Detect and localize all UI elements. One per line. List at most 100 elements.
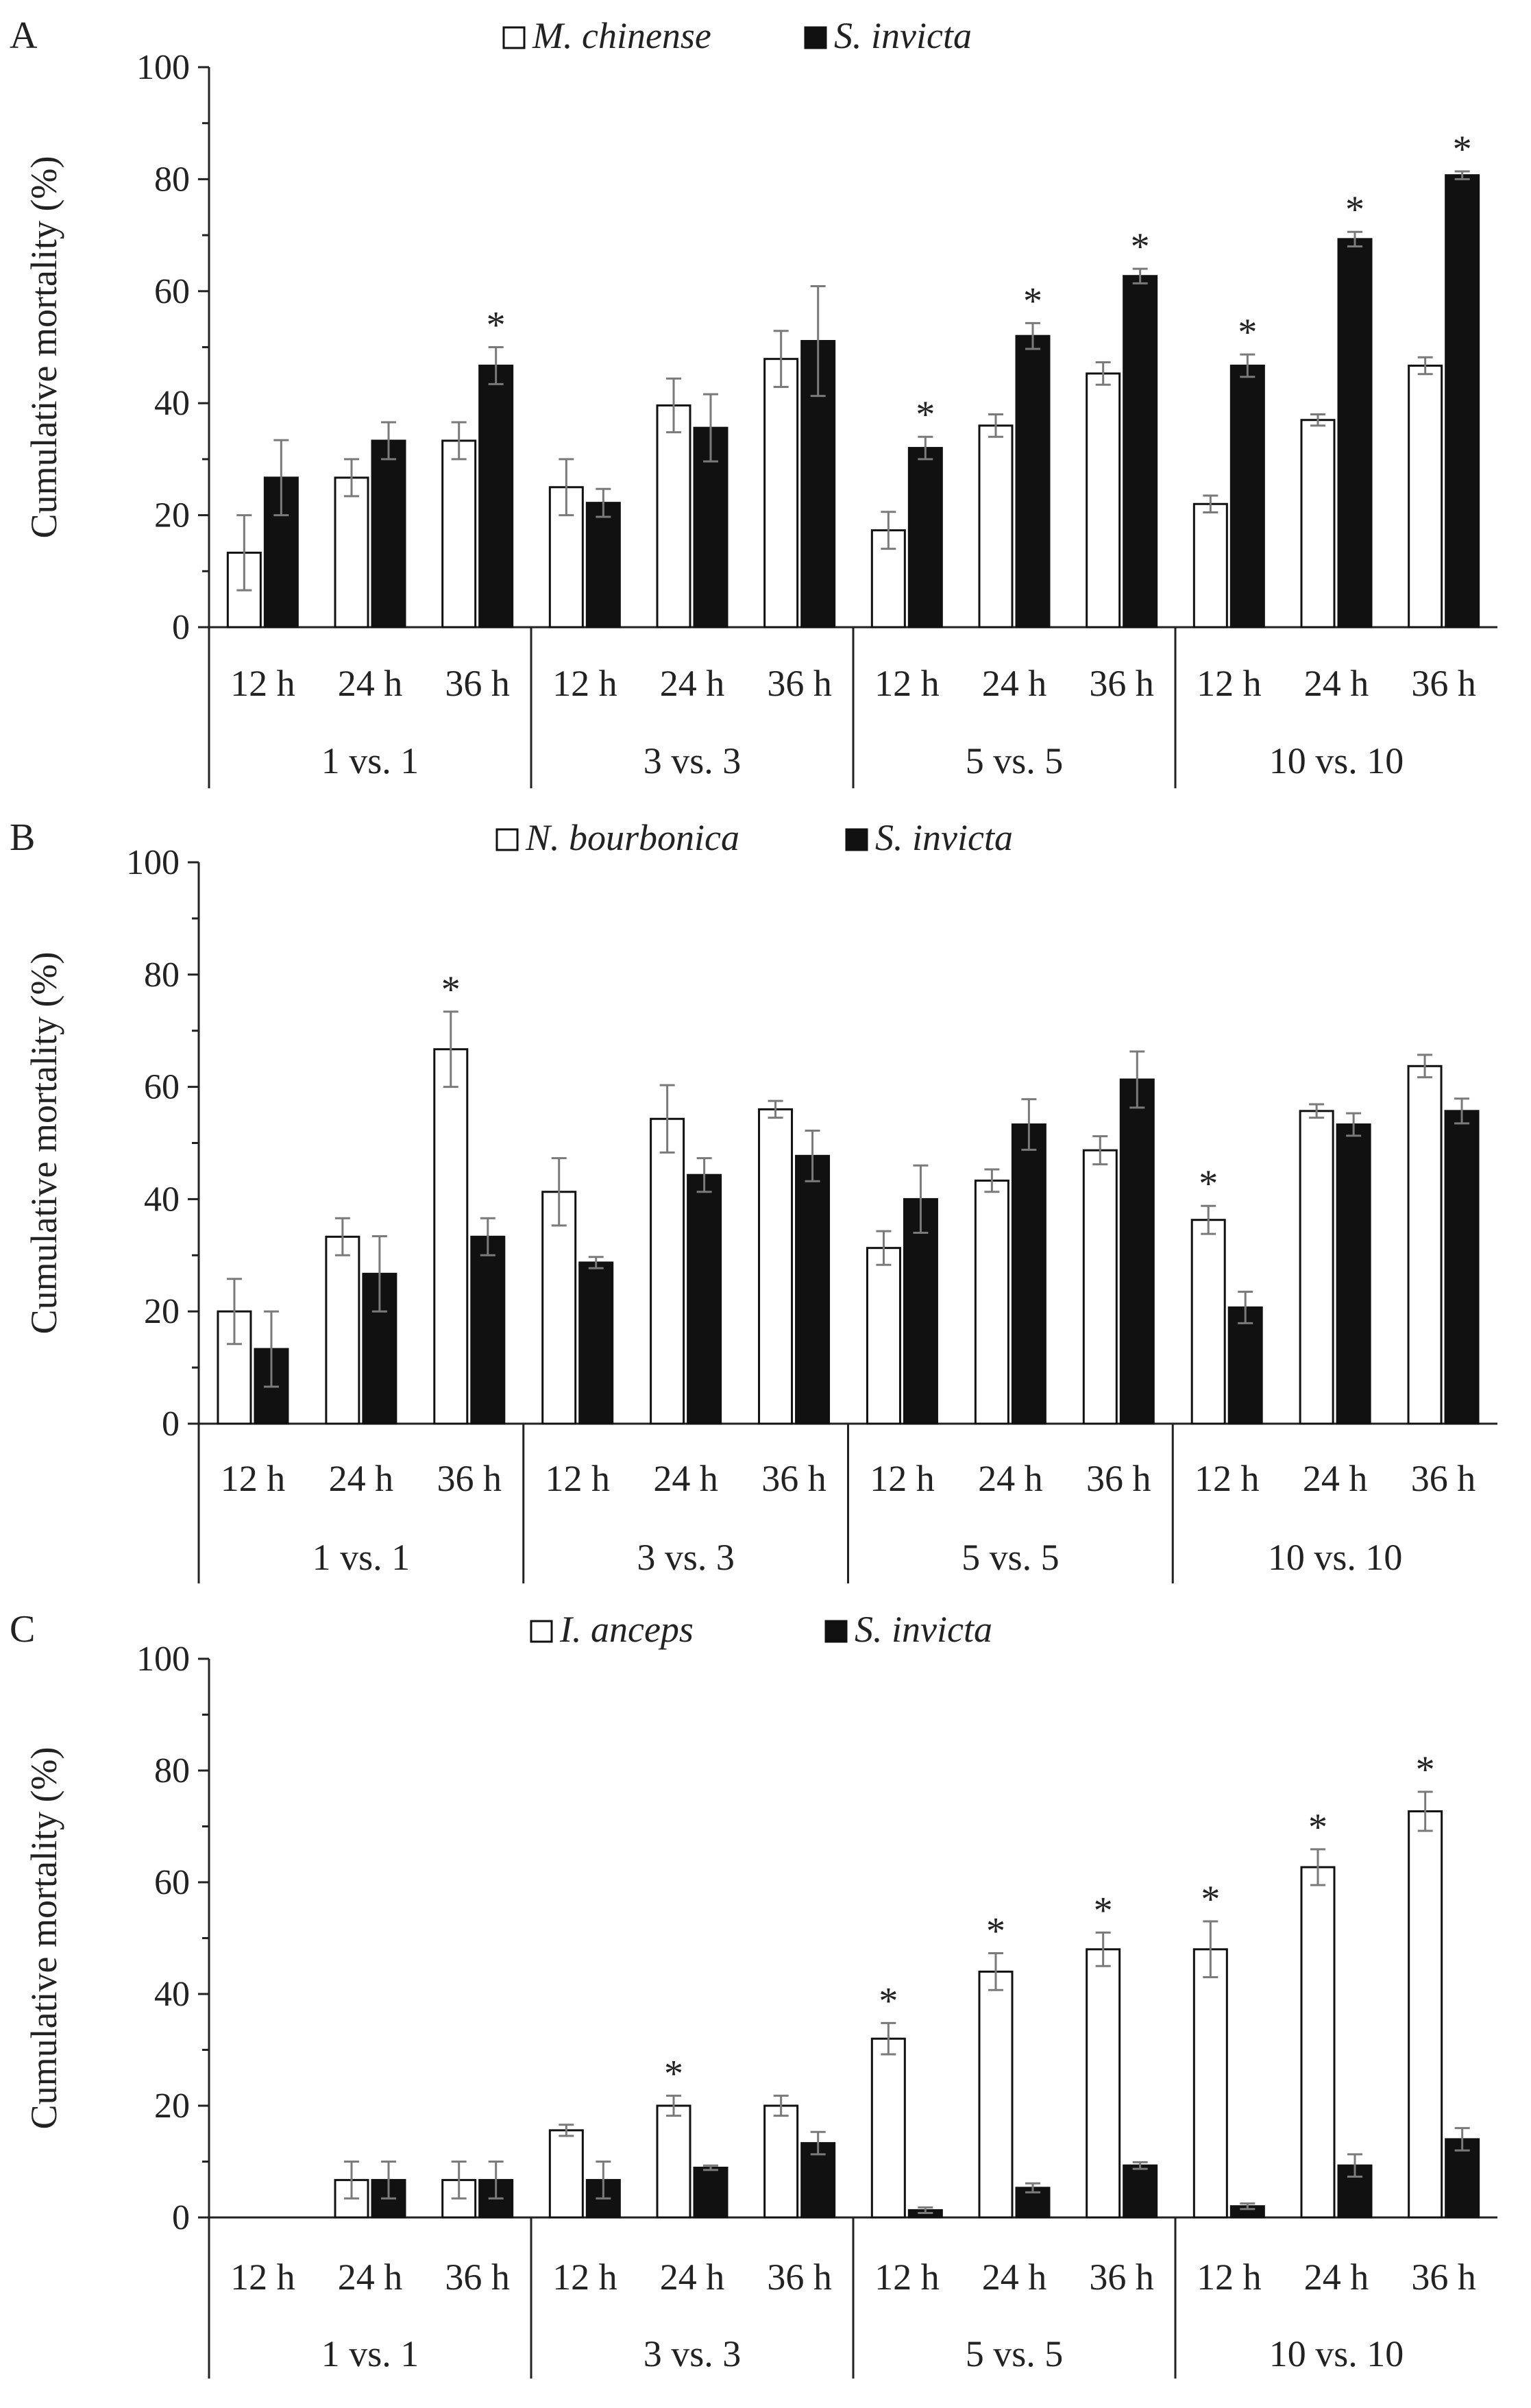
time-label: 24 h (329, 1458, 394, 1499)
legend-label: I. anceps (559, 1609, 694, 1650)
time-label: 12 h (545, 1458, 610, 1499)
chart-panel-c: C Cumulative mortality (%) 0 20 40 60 80 100 1 v… (10, 1608, 1497, 2379)
y-tick-label: 80 (154, 160, 190, 199)
time-label: 12 h (1195, 1458, 1260, 1499)
time-label: 36 h (1411, 1458, 1476, 1499)
bar-open (656, 404, 691, 629)
y-tick-label: 80 (154, 1751, 190, 1790)
time-label: 24 h (982, 663, 1047, 704)
significance-star: * (1308, 1806, 1327, 1849)
group-label: 5 vs. 5 (966, 2333, 1064, 2374)
time-label: 36 h (1411, 663, 1476, 704)
time-label: 12 h (1197, 663, 1262, 704)
legend-label: S. invicta (855, 1609, 992, 1650)
legend-swatch-solid (824, 1620, 848, 1643)
panel-label: C (10, 1608, 35, 1651)
time-label: 24 h (978, 1458, 1043, 1499)
group-label: 1 vs. 1 (321, 740, 419, 781)
bar-open (656, 2104, 691, 2219)
bar-solid (371, 439, 406, 629)
bar-solid (478, 364, 514, 629)
bar-solid (585, 502, 621, 629)
bar-solid (693, 2166, 728, 2219)
time-label: 12 h (870, 1458, 935, 1499)
time-label: 12 h (874, 2257, 940, 2298)
bar-open (1192, 1948, 1228, 2219)
legend-swatch-open (495, 828, 519, 851)
legend-swatch-solid (804, 26, 827, 49)
y-tick-label: 40 (154, 384, 190, 423)
bar-open (1408, 1810, 1443, 2219)
significance-star: * (1199, 1163, 1218, 1205)
bar-open (758, 1108, 794, 1425)
bar-open (763, 2104, 799, 2219)
y-axis-title: Cumulative mortality (%) (23, 1747, 64, 2130)
group-label: 5 vs. 5 (962, 1537, 1060, 1578)
group-label: 1 vs. 1 (321, 2333, 419, 2374)
significance-star: * (879, 1980, 898, 2022)
group-label: 10 vs. 10 (1269, 740, 1404, 781)
bar-open (1300, 1866, 1336, 2219)
bar-open (1299, 1110, 1334, 1425)
y-tick-label: 20 (154, 496, 190, 535)
bar-solid (578, 1261, 614, 1425)
group-label: 3 vs. 3 (644, 2333, 742, 2374)
y-tick-label: 0 (172, 2198, 190, 2237)
y-tick-label: 20 (144, 1292, 180, 1331)
bar-solid (1015, 335, 1051, 629)
y-tick-label: 0 (162, 1404, 180, 1444)
significance-star: * (1023, 280, 1042, 322)
bar-open (548, 2129, 584, 2219)
bar-open (441, 439, 477, 629)
bar-open (1408, 364, 1443, 629)
bar-open (1407, 1065, 1443, 1425)
bar-solid (1011, 1123, 1046, 1425)
y-tick-label: 60 (154, 272, 190, 311)
time-label: 12 h (1197, 2257, 1262, 2298)
bar-solid (470, 1235, 506, 1425)
time-label: 36 h (1089, 663, 1154, 704)
y-tick-label: 100 (136, 48, 190, 87)
time-label: 36 h (445, 663, 510, 704)
chart-panel-a: A Cumulative mortality (%) 0 20 40 60 80 100 1 v… (10, 14, 1497, 788)
bar-solid (1227, 1306, 1263, 1425)
bar-open (1300, 419, 1336, 629)
bar-solid (907, 447, 943, 629)
group-label: 10 vs. 10 (1268, 1537, 1403, 1578)
bar-solid (687, 1173, 722, 1425)
group-label: 5 vs. 5 (966, 740, 1064, 781)
y-tick-label: 100 (136, 1640, 190, 1679)
bar-open (1086, 1948, 1121, 2219)
time-label: 24 h (1304, 663, 1369, 704)
y-tick-label: 40 (144, 1180, 180, 1219)
time-label: 36 h (767, 2257, 832, 2298)
significance-star: * (664, 2052, 683, 2095)
y-axis-title: Cumulative mortality (%) (23, 156, 64, 539)
time-label: 36 h (437, 1458, 502, 1499)
significance-star: * (1131, 226, 1150, 268)
bar-solid (795, 1154, 831, 1425)
bar-solid (1445, 2138, 1480, 2219)
bar-open (978, 424, 1014, 629)
bar-open (650, 1117, 685, 1425)
time-label: 24 h (338, 2257, 403, 2298)
significance-star: * (1453, 128, 1472, 171)
time-label: 12 h (874, 663, 940, 704)
bar-solid (1444, 1110, 1480, 1425)
significance-star: * (986, 1910, 1005, 1953)
panel-label: B (10, 816, 35, 859)
bar-open (1190, 1219, 1226, 1425)
legend-swatch-open (530, 1620, 553, 1643)
time-label: 24 h (982, 2257, 1047, 2298)
bar-solid (1123, 2164, 1158, 2219)
y-tick-label: 100 (126, 843, 180, 882)
panel-label: A (10, 14, 38, 57)
time-label: 36 h (767, 663, 832, 704)
bar-open (974, 1179, 1009, 1425)
legend-swatch-solid (845, 828, 868, 851)
legend-label: S. invicta (875, 817, 1013, 858)
bar-open (978, 1970, 1014, 2219)
time-label: 12 h (552, 2257, 617, 2298)
bar-open (433, 1048, 469, 1425)
